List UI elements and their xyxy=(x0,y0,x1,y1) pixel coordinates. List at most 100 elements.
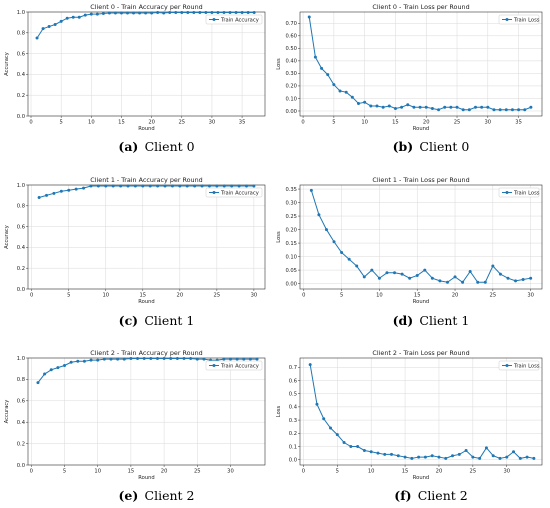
x-tick-label: 20 xyxy=(161,469,168,475)
y-tick-label: 0.0 xyxy=(17,287,25,293)
data-point xyxy=(423,455,427,459)
data-point xyxy=(182,357,186,361)
data-point xyxy=(403,455,407,459)
data-point xyxy=(390,452,394,456)
y-tick-label: 0.10 xyxy=(285,96,297,102)
data-point xyxy=(532,456,536,460)
data-point xyxy=(132,11,136,15)
data-point xyxy=(35,36,39,40)
data-point xyxy=(89,12,93,16)
data-point xyxy=(169,357,173,361)
data-point xyxy=(518,456,522,460)
data-point xyxy=(393,271,397,275)
data-point xyxy=(332,240,336,244)
data-point xyxy=(362,448,366,452)
data-point xyxy=(41,27,45,31)
y-tick-label: 0.8 xyxy=(17,377,25,383)
data-point xyxy=(356,445,360,449)
legend-label: Train Accuracy xyxy=(220,363,259,369)
data-point xyxy=(141,184,145,188)
x-tick-label: 30 xyxy=(503,469,510,475)
data-point xyxy=(200,184,204,188)
data-point xyxy=(156,11,160,15)
data-point xyxy=(36,381,40,385)
x-tick-label: 35 xyxy=(515,120,522,126)
data-point xyxy=(492,108,496,112)
x-tick-label: 10 xyxy=(102,293,109,299)
data-point xyxy=(525,455,529,459)
x-axis-label: Round xyxy=(138,299,154,305)
data-point xyxy=(252,11,256,15)
data-point xyxy=(370,268,374,272)
data-point xyxy=(185,184,189,188)
data-point xyxy=(461,280,465,284)
data-point xyxy=(324,228,328,232)
caption-text: Client 1 xyxy=(413,313,469,328)
data-point xyxy=(406,103,410,107)
y-axis-label: Loss xyxy=(276,231,282,243)
data-point xyxy=(52,191,56,195)
data-point xyxy=(315,402,319,406)
data-point xyxy=(204,11,208,15)
y-tick-label: 0.1 xyxy=(289,444,297,450)
chart-panel-3: 0 5 10 15 20 25 30 0.00 0.05 0.10 0.15 0.20 0.25 0.30… xyxy=(276,176,543,328)
data-point xyxy=(102,357,106,361)
data-point xyxy=(443,105,447,109)
y-tick-label: 0.2 xyxy=(17,93,25,99)
data-point xyxy=(59,189,63,193)
data-point xyxy=(89,358,93,362)
legend-marker xyxy=(212,364,216,367)
data-point xyxy=(468,269,472,273)
x-tick-label: 10 xyxy=(376,293,383,299)
y-tick-label: 0.10 xyxy=(285,254,297,260)
data-point xyxy=(437,455,441,459)
y-tick-label: 0.60 xyxy=(285,34,297,40)
data-point xyxy=(387,104,391,108)
x-tick-label: 0 xyxy=(301,120,304,126)
data-point xyxy=(521,278,525,282)
data-point xyxy=(133,184,137,188)
y-tick-label: 0.0 xyxy=(289,458,297,464)
plot-area xyxy=(28,12,265,116)
plot-area xyxy=(28,185,265,289)
data-point xyxy=(162,11,166,15)
data-point xyxy=(74,187,78,191)
y-axis-label: Loss xyxy=(276,406,282,418)
x-tick-label: 30 xyxy=(485,120,492,126)
data-point xyxy=(155,357,159,361)
data-point xyxy=(326,73,330,77)
data-point xyxy=(56,366,60,370)
data-point xyxy=(82,359,86,363)
legend-marker xyxy=(505,191,509,194)
x-tick-label: 10 xyxy=(94,469,101,475)
x-tick-label: 20 xyxy=(148,120,155,126)
plot-area xyxy=(28,358,265,465)
y-tick-label: 0.7 xyxy=(289,365,297,371)
data-point xyxy=(410,456,414,460)
y-axis-label: Accuracy xyxy=(4,52,10,76)
data-point xyxy=(113,11,117,15)
data-point xyxy=(476,280,480,284)
data-point xyxy=(71,15,75,19)
data-point xyxy=(514,279,518,283)
data-point xyxy=(400,105,404,109)
data-point xyxy=(109,357,113,361)
legend-marker xyxy=(505,364,509,367)
x-tick-label: 20 xyxy=(436,469,443,475)
data-point xyxy=(307,15,311,19)
legend-label: Train Accuracy xyxy=(220,17,259,23)
data-point xyxy=(248,357,252,361)
data-point xyxy=(180,11,184,15)
data-point xyxy=(43,372,47,376)
data-point xyxy=(369,104,373,108)
x-tick-label: 15 xyxy=(139,293,146,299)
x-axis-label: Round xyxy=(138,475,154,481)
y-tick-label: 0.30 xyxy=(285,71,297,77)
data-point xyxy=(473,105,477,109)
x-tick-label: 5 xyxy=(336,469,339,475)
data-point xyxy=(222,357,226,361)
data-point xyxy=(186,11,190,15)
data-point xyxy=(375,104,379,108)
y-tick-label: 0.15 xyxy=(285,241,297,247)
